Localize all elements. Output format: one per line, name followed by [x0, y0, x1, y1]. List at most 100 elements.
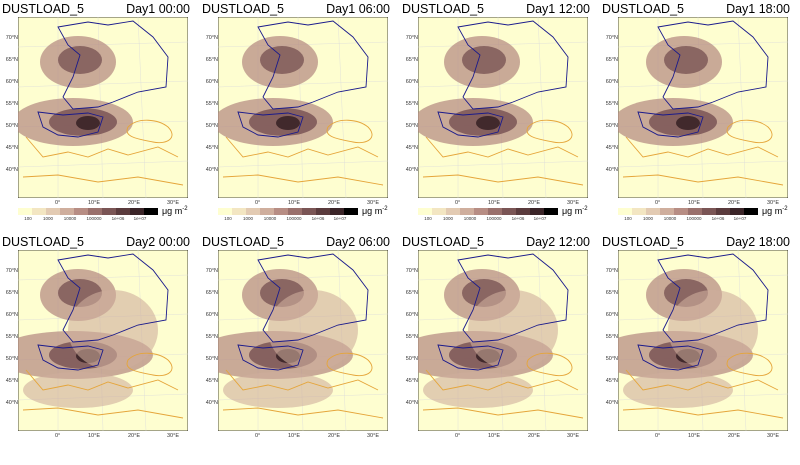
colorbar-swatch: [344, 208, 358, 215]
lon-label: 20°E: [528, 433, 540, 439]
lon-label: 10°E: [88, 433, 100, 439]
lat-label: 50°N: [5, 356, 18, 362]
lon-label: 20°E: [528, 200, 540, 206]
variable-name: DUSTLOAD_5: [2, 2, 84, 16]
colorbar-swatch: [688, 208, 702, 215]
colorbar-tick: 1e+07: [333, 216, 347, 221]
lat-label: 70°N: [205, 268, 218, 274]
lon-label: 30°E: [767, 433, 779, 439]
lon-label: 20°E: [328, 433, 340, 439]
lat-label: 60°N: [405, 79, 418, 85]
lat-label: 65°N: [5, 290, 18, 296]
lat-label: 70°N: [5, 268, 18, 274]
map-panel: DUSTLOAD_5 Day2 18:00 70°N 65°N 60°N 55°N 50…: [600, 233, 800, 465]
colorbar-swatch: [432, 208, 446, 215]
colorbar-unit: μg m-2: [562, 206, 588, 216]
colorbar-swatch: [274, 208, 288, 215]
colorbar-tick: 1e+06: [111, 216, 125, 221]
panel-time: Day2 06:00: [326, 235, 390, 249]
lat-label: 45°N: [605, 145, 618, 151]
lat-label: 65°N: [205, 290, 218, 296]
lon-label: 30°E: [167, 433, 179, 439]
lat-label: 55°N: [605, 101, 618, 107]
map-panel: DUSTLOAD_5 Day1 06:00 70°N 65°N 60°N 55°N 50…: [200, 0, 400, 232]
lat-label: 45°N: [5, 378, 18, 384]
lat-label: 70°N: [405, 268, 418, 274]
lat-label: 55°N: [405, 101, 418, 107]
lon-label: 30°E: [567, 200, 579, 206]
lon-label: 10°E: [488, 200, 500, 206]
lat-label: 70°N: [5, 35, 18, 41]
colorbar: 100 1000 10000 100000 1e+06 1e+07: [618, 208, 758, 222]
variable-name: DUSTLOAD_5: [602, 235, 684, 249]
lat-label: 55°N: [5, 101, 18, 107]
lat-label: 45°N: [205, 145, 218, 151]
colorbar-swatch: [260, 208, 274, 215]
panel-title: DUSTLOAD_5 Day2 06:00: [202, 235, 398, 249]
lat-label: 55°N: [205, 101, 218, 107]
lat-label: 40°N: [605, 167, 618, 173]
panel-time: Day2 00:00: [126, 235, 190, 249]
variable-name: DUSTLOAD_5: [202, 2, 284, 16]
dust-map: [418, 250, 588, 431]
colorbar-tick: 10000: [263, 216, 277, 221]
colorbar-swatch: [674, 208, 688, 215]
colorbar-swatch: [446, 208, 460, 215]
map-panel: DUSTLOAD_5 Day2 06:00 70°N 65°N 60°N 55°N 50…: [200, 233, 400, 465]
map-panel: DUSTLOAD_5 Day2 00:00 70°N 65°N 60°N 55°N 50…: [0, 233, 200, 465]
panel-title: DUSTLOAD_5 Day1 18:00: [602, 2, 798, 16]
colorbar-tick: 1e+06: [311, 216, 325, 221]
colorbar-unit: μg m-2: [362, 206, 388, 216]
colorbar-tick: 100: [24, 216, 32, 221]
lat-label: 60°N: [405, 312, 418, 318]
lon-label: 0°: [655, 200, 661, 206]
lat-label: 50°N: [205, 356, 218, 362]
lon-label: 0°: [655, 433, 661, 439]
colorbar-tick: 1e+07: [133, 216, 147, 221]
colorbar-swatch: [474, 208, 488, 215]
colorbar-swatch: [288, 208, 302, 215]
colorbar-tick: 100000: [486, 216, 502, 221]
lon-label: 10°E: [688, 433, 700, 439]
colorbar-swatch: [60, 208, 74, 215]
colorbar-swatch: [618, 208, 632, 215]
colorbar-swatch: [418, 208, 432, 215]
lat-label: 70°N: [605, 35, 618, 41]
lat-label: 55°N: [205, 334, 218, 340]
colorbar-unit: μg m-2: [762, 206, 788, 216]
colorbar-tick: 1e+06: [711, 216, 725, 221]
lon-label: 20°E: [728, 200, 740, 206]
dust-map: [18, 17, 188, 198]
map-panel: DUSTLOAD_5 Day1 12:00 70°N 65°N 60°N 55°N 50…: [400, 0, 600, 232]
lat-label: 40°N: [205, 167, 218, 173]
colorbar-tick: 1000: [642, 216, 654, 221]
lat-label: 60°N: [205, 79, 218, 85]
dust-map: [418, 17, 588, 198]
lat-label: 40°N: [205, 400, 218, 406]
lon-label: 20°E: [728, 433, 740, 439]
colorbar-tick: 100000: [686, 216, 702, 221]
lon-label: 20°E: [328, 200, 340, 206]
colorbar-swatch: [702, 208, 716, 215]
colorbar-tick: 100000: [86, 216, 102, 221]
lon-label: 0°: [55, 200, 61, 206]
lat-label: 50°N: [5, 123, 18, 129]
lon-label: 10°E: [88, 200, 100, 206]
lat-label: 65°N: [405, 57, 418, 63]
panel-time: Day1 00:00: [126, 2, 190, 16]
lon-label: 30°E: [367, 200, 379, 206]
colorbar-tick: 1000: [42, 216, 54, 221]
lat-label: 55°N: [5, 334, 18, 340]
panel-title: DUSTLOAD_5 Day1 06:00: [202, 2, 398, 16]
colorbar-swatch: [102, 208, 116, 215]
colorbar-tick: 10000: [663, 216, 677, 221]
colorbar-tick: 1e+07: [733, 216, 747, 221]
lon-label: 30°E: [367, 433, 379, 439]
colorbar-tick: 100: [624, 216, 632, 221]
colorbar-swatch: [730, 208, 744, 215]
lon-label: 10°E: [688, 200, 700, 206]
map-panel: DUSTLOAD_5 Day2 12:00 70°N 65°N 60°N 55°N 50…: [400, 233, 600, 465]
colorbar-tick: 100000: [286, 216, 302, 221]
colorbar-swatch: [646, 208, 660, 215]
colorbar-swatch: [632, 208, 646, 215]
